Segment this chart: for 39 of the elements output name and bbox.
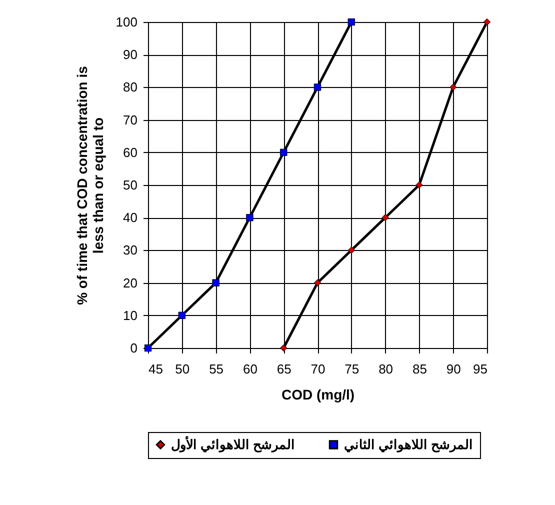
- x-tick-label: 70: [310, 362, 326, 376]
- point: [246, 214, 254, 222]
- point: [280, 148, 288, 156]
- x-tick-label: 65: [276, 362, 292, 376]
- point: [178, 312, 186, 320]
- point: [348, 18, 356, 26]
- x-tick-label: 55: [209, 362, 224, 376]
- y-tick-label: 60: [123, 144, 138, 160]
- x-tick-label: 75: [344, 362, 360, 376]
- y-tick-label: 0: [130, 340, 138, 356]
- y-tick-label: 90: [123, 47, 138, 62]
- x-tick-label: 90: [446, 362, 461, 376]
- y-tick-label: 80: [123, 80, 138, 95]
- y-tick-label: 30: [123, 242, 138, 258]
- legend-label: المرشح اللاهوائي الثاني: [344, 436, 474, 453]
- y-tick-label: 20: [123, 275, 138, 290]
- x-tick-label: 85: [412, 362, 427, 376]
- point: [144, 344, 152, 352]
- x-tick-label: 50: [175, 362, 190, 376]
- y-tick-label: 50: [123, 178, 138, 192]
- legend-label: المرشح اللاهوائي الأول: [171, 436, 296, 453]
- point: [483, 18, 491, 26]
- point: [449, 84, 457, 91]
- point: [314, 84, 322, 91]
- point: [314, 279, 322, 286]
- x-axis-title: COD (mg/l): [281, 386, 355, 402]
- point: [212, 279, 220, 286]
- x-tick-label: 80: [378, 362, 394, 376]
- y-tick-label: 40: [123, 210, 138, 226]
- y-tick-label: 100: [116, 14, 138, 30]
- point: [416, 181, 423, 189]
- x-tick-label: 45: [148, 362, 163, 376]
- point: [382, 214, 389, 222]
- y-tick-label: 10: [123, 308, 138, 323]
- x-tick-label: 60: [242, 362, 258, 376]
- y-tick-label: 70: [123, 112, 138, 128]
- x-tick-label: 95: [473, 362, 488, 376]
- y-axis-title: % of time that COD concentration is less than or equal to: [74, 66, 106, 305]
- point: [348, 246, 356, 254]
